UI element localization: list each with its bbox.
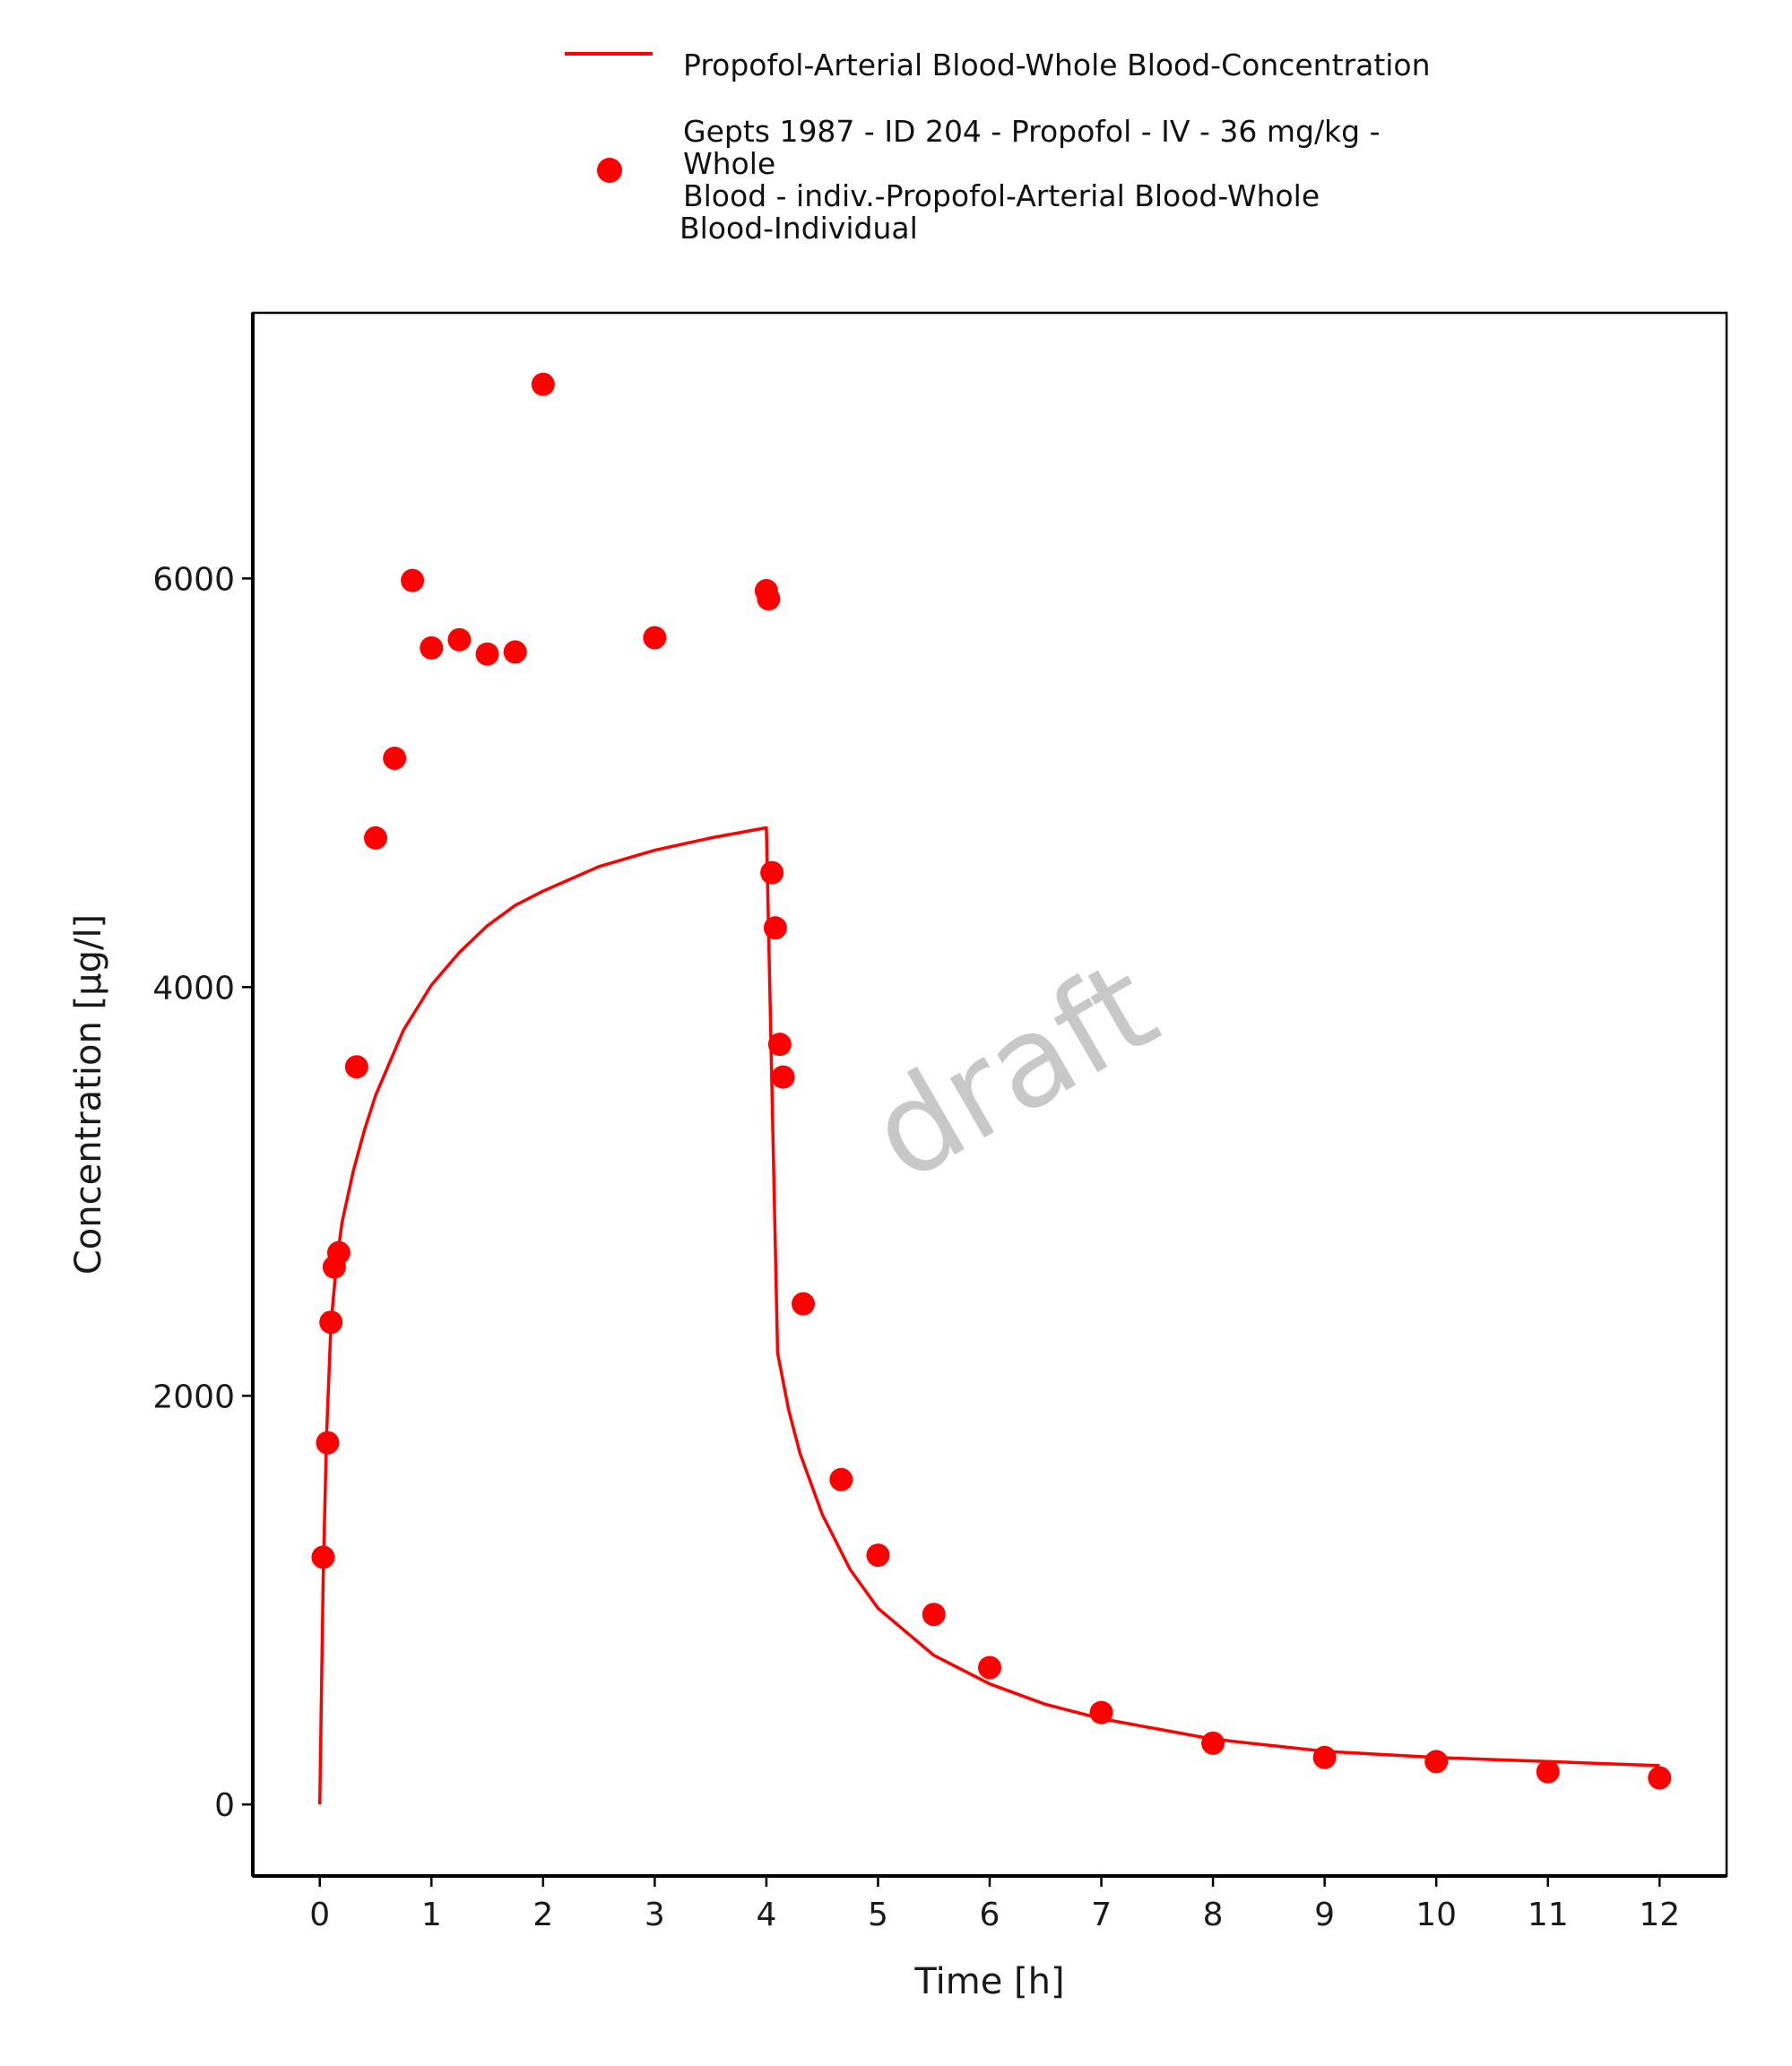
x-tick-label: 4 xyxy=(756,1897,776,1933)
observed-data-point xyxy=(326,1240,351,1265)
observed-data-point xyxy=(447,627,472,652)
observed-data-point xyxy=(531,372,555,396)
x-tick-label: 3 xyxy=(645,1897,665,1933)
y-axis-title: Concentration [µg/l] xyxy=(68,914,109,1275)
legend-points-label-line-1: Gepts 1987 - ID 204 - Propofol - IV - 36… xyxy=(683,114,1381,149)
observed-data-point xyxy=(1424,1750,1449,1774)
x-tick-label: 0 xyxy=(309,1897,330,1933)
observed-data-point xyxy=(401,568,425,592)
observed-data-point xyxy=(760,860,784,885)
x-tick-label: 5 xyxy=(868,1897,888,1933)
legend-points-label-line-3: Blood - indiv.-Propofol-Arterial Blood-W… xyxy=(683,178,1320,213)
x-tick-label: 7 xyxy=(1091,1897,1112,1933)
x-tick-label: 10 xyxy=(1415,1897,1457,1933)
legend-points-label-line-4: Blood-Individual xyxy=(680,211,918,246)
observed-data-point xyxy=(792,1292,816,1316)
observed-data-point xyxy=(383,746,407,770)
x-axis-ticks: 0 1 2 3 4 5 6 7 8 9 10 11 12 xyxy=(309,1876,1680,1933)
observed-data-point xyxy=(420,635,444,660)
legend-line-label: Propofol-Arterial Blood-Whole Blood-Conc… xyxy=(683,48,1431,82)
observed-data-point xyxy=(311,1545,335,1569)
x-tick-label: 8 xyxy=(1203,1897,1224,1933)
y-axis-ticks: 0 2000 4000 6000 xyxy=(152,561,253,1824)
legend-points-label-line-2: Whole xyxy=(683,146,775,181)
observed-data-point xyxy=(978,1655,1001,1680)
observed-data-point xyxy=(829,1467,853,1491)
legend-point-swatch xyxy=(597,158,622,183)
y-tick-label: 2000 xyxy=(152,1379,235,1415)
observed-data-point xyxy=(344,1055,368,1079)
x-tick-label: 1 xyxy=(421,1897,442,1933)
observed-data-point xyxy=(475,642,499,666)
series-layer xyxy=(311,372,1672,1805)
observed-data-point xyxy=(319,1310,343,1335)
observed-data-point xyxy=(643,626,667,650)
observed-data-point xyxy=(767,1033,792,1057)
watermark-text: draft xyxy=(848,933,1181,1209)
x-tick-label: 6 xyxy=(980,1897,1000,1933)
observed-data-point xyxy=(866,1543,890,1568)
observed-data-point xyxy=(771,1065,795,1089)
x-tick-label: 2 xyxy=(532,1897,553,1933)
y-tick-label: 6000 xyxy=(152,561,235,598)
x-tick-label: 11 xyxy=(1528,1897,1569,1933)
observed-data-point xyxy=(1201,1731,1225,1755)
simulation-line xyxy=(317,826,1660,1805)
x-axis-title: Time [h] xyxy=(913,1961,1064,2002)
legend: Propofol-Arterial Blood-Whole Blood-Conc… xyxy=(565,48,1431,246)
observed-data-point xyxy=(1536,1759,1560,1784)
observed-data-point xyxy=(1089,1700,1113,1725)
observed-data-point xyxy=(1648,1766,1672,1790)
y-tick-label: 4000 xyxy=(152,970,235,1007)
y-tick-label: 0 xyxy=(214,1787,235,1824)
observed-data-point xyxy=(757,587,781,611)
x-tick-label: 12 xyxy=(1639,1897,1680,1933)
observed-data-point xyxy=(503,640,527,664)
observed-data-point xyxy=(364,826,387,850)
observed-data-point xyxy=(763,916,787,940)
x-tick-label: 9 xyxy=(1314,1897,1335,1933)
observed-data-point xyxy=(316,1431,340,1455)
observed-data-point xyxy=(1312,1745,1337,1769)
observed-data-point xyxy=(922,1603,946,1627)
